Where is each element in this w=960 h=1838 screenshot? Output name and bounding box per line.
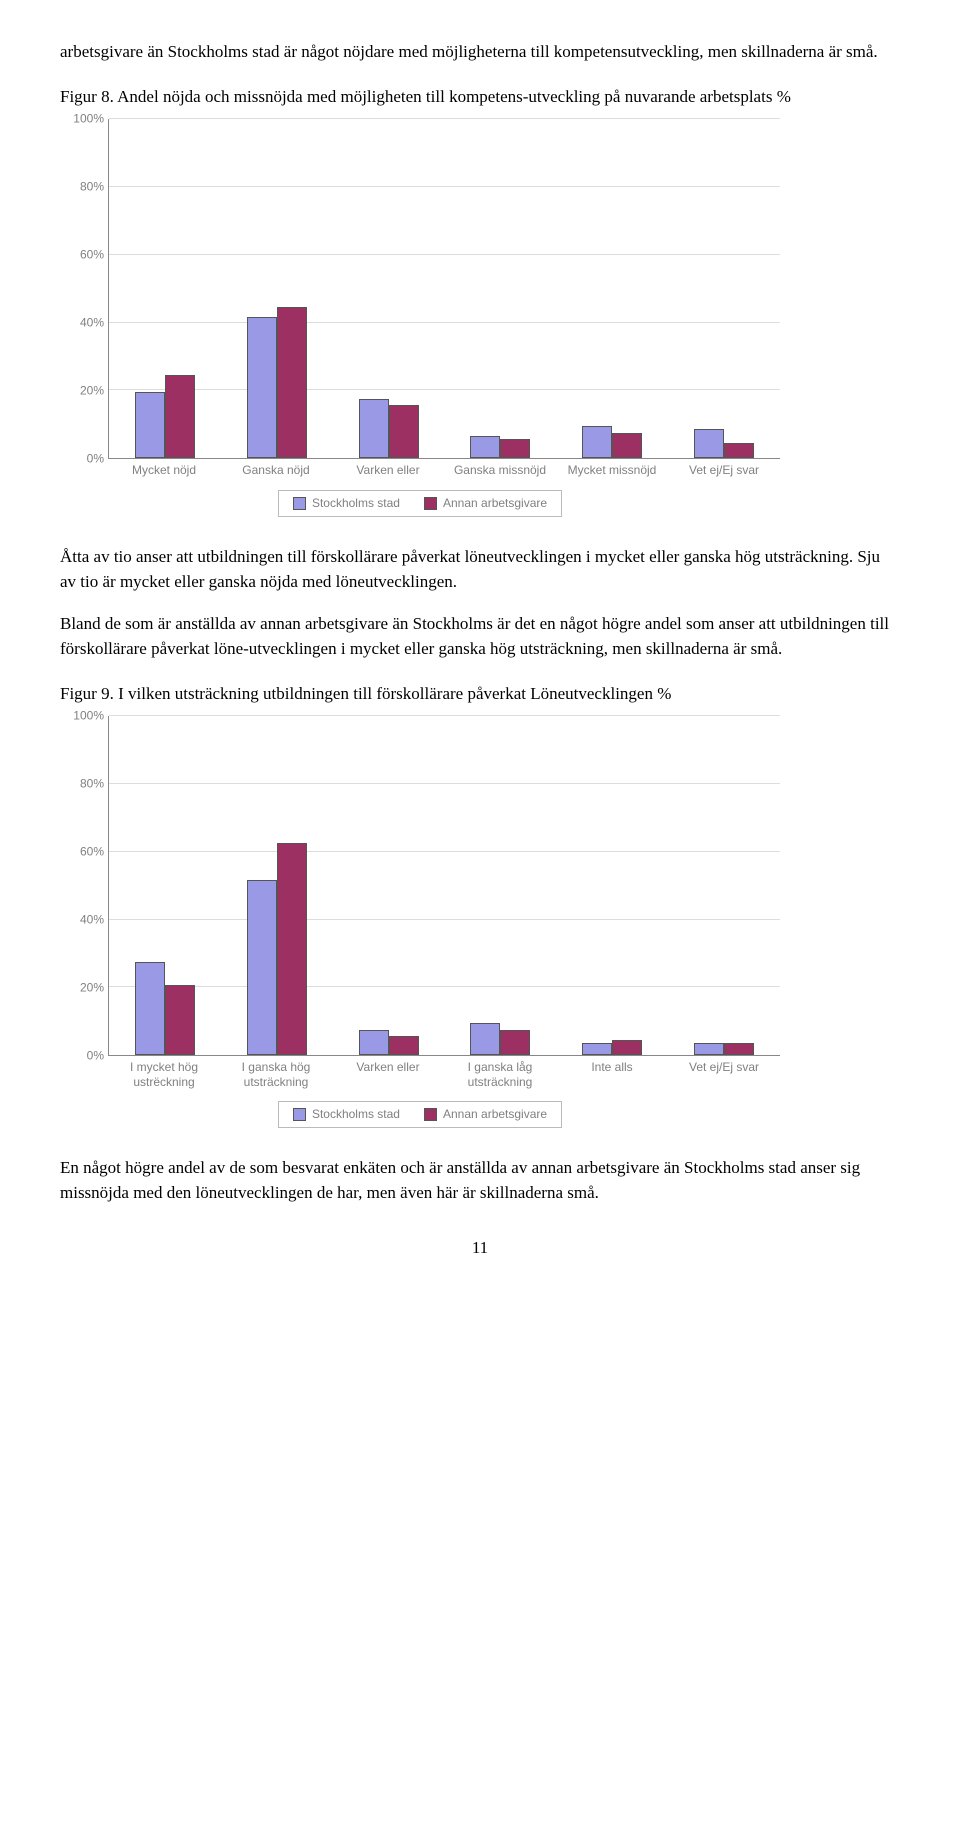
paragraph-3: Bland de som är anställda av annan arbet… xyxy=(60,612,900,661)
figure8-legend: Stockholms stad Annan arbetsgivare xyxy=(278,490,562,517)
bar-group xyxy=(109,119,221,458)
legend-label-series1: Stockholms stad xyxy=(312,495,400,512)
bar-group xyxy=(109,716,221,1055)
x-category-label: Vet ej/Ej svar xyxy=(668,459,780,477)
y-tick-label: 40% xyxy=(80,912,104,929)
bar-series2 xyxy=(165,375,195,458)
x-category-label: Ganska missnöjd xyxy=(444,459,556,477)
y-tick-label: 80% xyxy=(80,179,104,196)
bar-series1 xyxy=(470,436,500,458)
paragraph-2: Åtta av tio anser att utbildningen till … xyxy=(60,545,900,594)
figure8-plot xyxy=(109,119,780,459)
y-tick-label: 0% xyxy=(87,451,104,468)
figure8-chart: 0%20%40%60%80%100% Mycket nöjdGanska nöj… xyxy=(60,119,780,517)
y-tick-label: 60% xyxy=(80,844,104,861)
y-tick-label: 40% xyxy=(80,315,104,332)
bar-group xyxy=(221,716,333,1055)
y-tick-label: 100% xyxy=(73,111,104,128)
bar-group xyxy=(444,119,556,458)
bar-series1 xyxy=(694,429,724,458)
legend-item-series2: Annan arbetsgivare xyxy=(424,1106,547,1123)
bar-group xyxy=(668,716,780,1055)
bar-series1 xyxy=(582,1043,612,1055)
bar-group xyxy=(556,716,668,1055)
figure8-x-labels: Mycket nöjdGanska nöjdVarken ellerGanska… xyxy=(108,459,780,477)
figure9-y-axis: 0%20%40%60%80%100% xyxy=(60,716,109,1056)
x-category-label: I ganska hög utsträckning xyxy=(220,1056,332,1089)
bar-series2 xyxy=(612,1040,642,1056)
bar-series2 xyxy=(165,985,195,1055)
legend-item-series1: Stockholms stad xyxy=(293,495,400,512)
intro-paragraph: arbetsgivare än Stockholms stad är något… xyxy=(60,40,900,65)
x-category-label: Vet ej/Ej svar xyxy=(668,1056,780,1089)
y-tick-label: 100% xyxy=(73,708,104,725)
x-category-label: Varken eller xyxy=(332,459,444,477)
bar-series1 xyxy=(359,399,389,459)
figure9-legend: Stockholms stad Annan arbetsgivare xyxy=(278,1101,562,1128)
legend-item-series2: Annan arbetsgivare xyxy=(424,495,547,512)
bar-series1 xyxy=(359,1030,389,1056)
bar-series2 xyxy=(277,307,307,458)
bar-series2 xyxy=(724,443,754,459)
bar-series1 xyxy=(582,426,612,459)
y-tick-label: 20% xyxy=(80,980,104,997)
legend-label-series2: Annan arbetsgivare xyxy=(443,1106,547,1123)
x-category-label: Varken eller xyxy=(332,1056,444,1089)
bar-series2 xyxy=(389,405,419,458)
y-tick-label: 60% xyxy=(80,247,104,264)
figure9-x-labels: I mycket hög ustrëckningI ganska hög uts… xyxy=(108,1056,780,1089)
bar-series2 xyxy=(500,439,530,458)
bar-group xyxy=(333,119,445,458)
bar-series1 xyxy=(247,317,277,458)
bar-series1 xyxy=(694,1043,724,1055)
bar-group xyxy=(333,716,445,1055)
bar-series1 xyxy=(135,962,165,1056)
bar-series2 xyxy=(612,433,642,459)
bar-series1 xyxy=(247,880,277,1055)
bar-series2 xyxy=(277,843,307,1055)
bar-group xyxy=(556,119,668,458)
swatch-icon xyxy=(424,1108,437,1121)
bar-group xyxy=(221,119,333,458)
bar-group xyxy=(668,119,780,458)
swatch-icon xyxy=(424,497,437,510)
page-number: 11 xyxy=(60,1236,900,1261)
bar-series1 xyxy=(135,392,165,458)
figure9-plot xyxy=(109,716,780,1056)
figure9-chart: 0%20%40%60%80%100% I mycket hög ustrëckn… xyxy=(60,716,780,1128)
legend-label-series1: Stockholms stad xyxy=(312,1106,400,1123)
figure8-caption: Figur 8. Andel nöjda och missnöjda med m… xyxy=(60,85,900,110)
figure9-caption: Figur 9. I vilken utsträckning utbildnin… xyxy=(60,682,900,707)
legend-label-series2: Annan arbetsgivare xyxy=(443,495,547,512)
y-tick-label: 20% xyxy=(80,383,104,400)
x-category-label: I ganska låg utsträckning xyxy=(444,1056,556,1089)
swatch-icon xyxy=(293,497,306,510)
bar-group xyxy=(444,716,556,1055)
y-tick-label: 80% xyxy=(80,776,104,793)
legend-item-series1: Stockholms stad xyxy=(293,1106,400,1123)
bar-series2 xyxy=(724,1043,754,1055)
x-category-label: Ganska nöjd xyxy=(220,459,332,477)
x-category-label: Mycket nöjd xyxy=(108,459,220,477)
x-category-label: Mycket missnöjd xyxy=(556,459,668,477)
bar-series2 xyxy=(389,1036,419,1055)
figure8-y-axis: 0%20%40%60%80%100% xyxy=(60,119,109,459)
y-tick-label: 0% xyxy=(87,1048,104,1065)
swatch-icon xyxy=(293,1108,306,1121)
paragraph-4: En något högre andel av de som besvarat … xyxy=(60,1156,900,1205)
bar-series2 xyxy=(500,1030,530,1056)
x-category-label: I mycket hög ustrëckning xyxy=(108,1056,220,1089)
bar-series1 xyxy=(470,1023,500,1056)
x-category-label: Inte alls xyxy=(556,1056,668,1089)
